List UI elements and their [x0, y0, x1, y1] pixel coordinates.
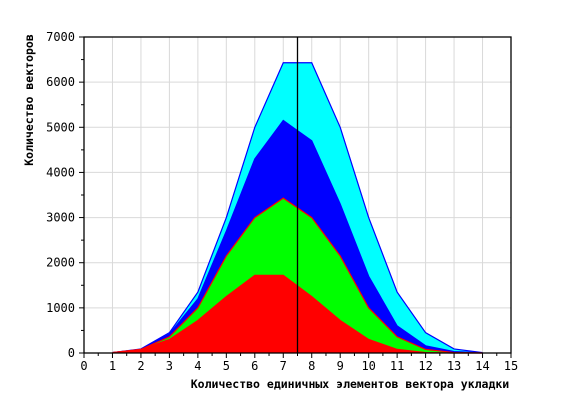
x-tick-label: 1: [109, 359, 116, 373]
y-tick-label: 3000: [46, 211, 75, 225]
y-tick-label: 1000: [46, 301, 75, 315]
y-tick-label: 4000: [46, 165, 75, 179]
y-tick-label: 6000: [46, 75, 75, 89]
x-tick-label: 4: [194, 359, 201, 373]
x-axis-title: Количество единичных элементов вектора у…: [191, 377, 510, 391]
x-tick-label: 0: [80, 359, 87, 373]
tick-labels: 0 1 2 3 4 5 6 7 8 9 10 11 12 13 14 15010002000300040005…: [46, 30, 518, 373]
x-tick-label: 9: [337, 359, 344, 373]
y-tick-label: 2000: [46, 256, 75, 270]
y-axis-title: Количество векторов: [22, 34, 36, 166]
x-tick-label: 15: [504, 359, 518, 373]
x-tick-label: 3: [166, 359, 173, 373]
axis-ticks: [79, 36, 512, 358]
plot-frame: [83, 36, 512, 354]
x-tick-label: 8: [308, 359, 315, 373]
x-tick-label: 2: [137, 359, 144, 373]
x-tick-label: 7: [280, 359, 287, 373]
x-tick-label: 11: [390, 359, 404, 373]
x-tick-label: 12: [418, 359, 432, 373]
y-tick-label: 0: [68, 346, 75, 360]
y-tick-label: 7000: [46, 30, 75, 44]
x-tick-label: 14: [475, 359, 489, 373]
x-tick-label: 5: [223, 359, 230, 373]
x-tick-label: 6: [251, 359, 258, 373]
x-tick-label: 13: [447, 359, 461, 373]
x-tick-label: 10: [361, 359, 375, 373]
y-tick-label: 5000: [46, 120, 75, 134]
